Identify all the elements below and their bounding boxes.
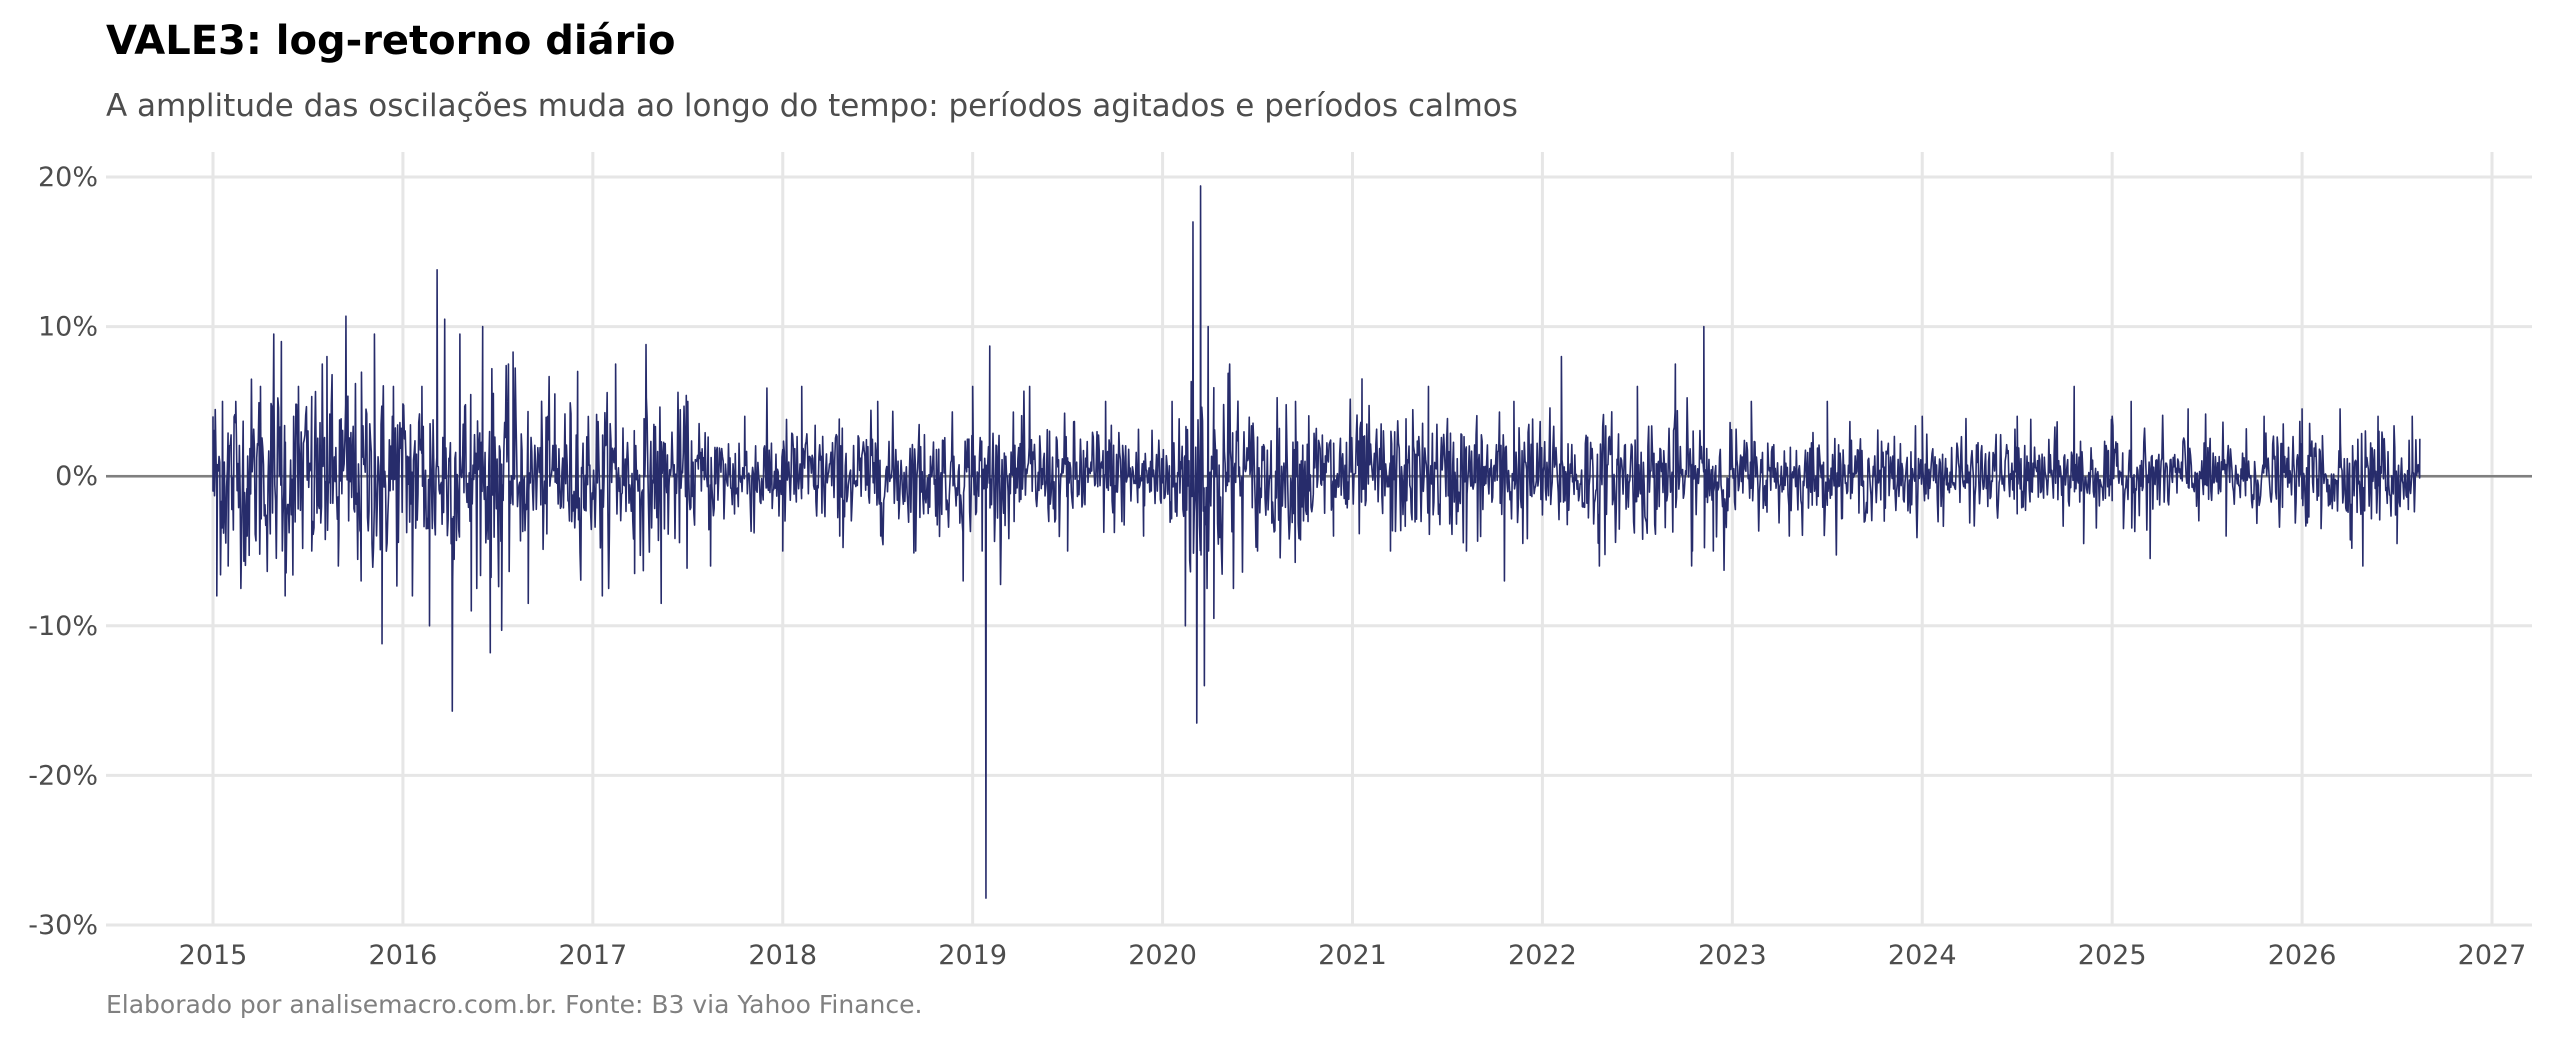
x-tick-label: 2025 (2078, 940, 2147, 971)
return-series (212, 185, 2421, 899)
x-tick-label: 2024 (1888, 940, 1957, 971)
x-tick-label: 2018 (748, 940, 817, 971)
y-tick-label: 10% (38, 312, 98, 343)
chart-caption: Elaborado por analisemacro.com.br. Fonte… (106, 990, 923, 1019)
x-tick-label: 2019 (938, 940, 1007, 971)
x-tick-label: 2022 (1508, 940, 1577, 971)
x-tick-label: 2026 (2268, 940, 2337, 971)
x-tick-label: 2020 (1128, 940, 1197, 971)
x-axis: 2015 2016 2017 2018 2019 2020 2021 2022 2023 2024… (179, 940, 2527, 971)
y-tick-label: -20% (28, 760, 98, 791)
chart-subtitle: A amplitude das oscilações muda ao longo… (106, 88, 1518, 124)
x-tick-label: 2017 (558, 940, 627, 971)
x-tick-label: 2015 (179, 940, 248, 971)
x-tick-label: 2023 (1698, 940, 1767, 971)
y-tick-label: 0% (55, 461, 98, 492)
grid-lines (106, 152, 2532, 927)
y-tick-label: 20% (38, 162, 98, 193)
chart-title: VALE3: log-retorno diário (106, 18, 676, 64)
y-tick-label: -10% (28, 611, 98, 642)
x-tick-label: 2016 (369, 940, 438, 971)
x-tick-label: 2027 (2458, 940, 2527, 971)
y-axis: 20% 10% 0% -10% -20% -30% (28, 162, 98, 941)
x-tick-label: 2021 (1318, 940, 1387, 971)
y-tick-label: -30% (28, 910, 98, 941)
series-line (212, 185, 2421, 899)
